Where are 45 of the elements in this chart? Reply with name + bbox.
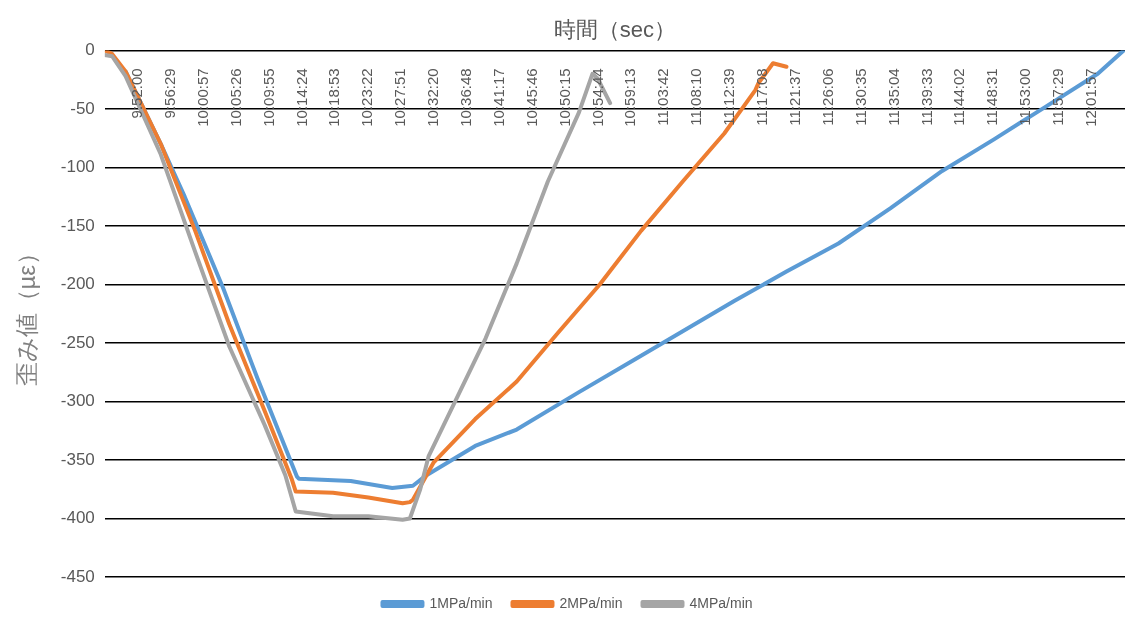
y-tick-label: -250 (60, 332, 95, 352)
x-tick-label: 10:45:46 (522, 68, 540, 127)
x-tick-label: 11:12:39 (720, 68, 738, 126)
x-axis-title: 時間（sec） (553, 17, 677, 43)
y-tick-label: -50 (70, 98, 95, 118)
y-tick-label: -450 (60, 566, 95, 586)
legend-label: 1MPa/min (429, 594, 493, 611)
x-tick-label: 10:00:57 (193, 68, 211, 127)
x-tick-label: 11:21:37 (785, 68, 803, 126)
x-tick-label: 10:32:20 (424, 68, 442, 127)
y-tick-label: -400 (60, 508, 95, 528)
x-tick-label: 10:36:48 (456, 68, 474, 127)
y-tick-label: -150 (60, 215, 95, 235)
x-tick-label: 10:18:53 (325, 68, 343, 127)
x-tick-label: 10:50:15 (555, 68, 573, 127)
x-tick-label: 9:56:29 (161, 68, 179, 119)
x-tick-label: 12:01:57 (1081, 68, 1099, 127)
x-tick-label: 10:23:22 (358, 68, 376, 127)
x-tick-label: 11:26:06 (818, 68, 836, 126)
x-tick-label: 11:44:02 (950, 68, 968, 126)
x-tick-label: 10:54:44 (588, 68, 606, 127)
y-tick-label: 0 (85, 40, 95, 60)
x-tick-label: 11:08:10 (687, 68, 705, 126)
x-tick-label: 11:30:35 (851, 68, 869, 126)
y-tick-label: -100 (60, 157, 95, 177)
x-tick-label: 11:57:29 (1049, 68, 1067, 126)
legend-label: 2MPa/min (559, 594, 623, 611)
y-tick-label: -300 (60, 391, 95, 411)
y-axis-title: 歪み値（µε） (13, 240, 41, 387)
x-tick-label: 10:41:17 (489, 68, 507, 127)
x-tick-label: 11:48:31 (983, 68, 1001, 126)
x-tick-label: 10:09:55 (259, 68, 277, 127)
x-tick-label: 10:05:26 (226, 68, 244, 127)
y-tick-label: -350 (60, 449, 95, 469)
x-tick-label: 9:52:00 (128, 68, 146, 119)
x-tick-label: 11:53:00 (1016, 68, 1034, 126)
x-tick-label: 11:17:08 (753, 68, 771, 126)
x-tick-label: 10:14:24 (292, 68, 310, 127)
x-tick-label: 11:35:04 (884, 68, 902, 126)
x-tick-label: 11:39:33 (917, 68, 935, 126)
x-tick-label: 11:03:42 (654, 68, 672, 126)
x-tick-label: 10:59:13 (621, 68, 639, 127)
legend-label: 4MPa/min (689, 594, 753, 611)
y-tick-label: -200 (60, 274, 95, 294)
x-tick-label: 10:27:51 (391, 68, 409, 127)
